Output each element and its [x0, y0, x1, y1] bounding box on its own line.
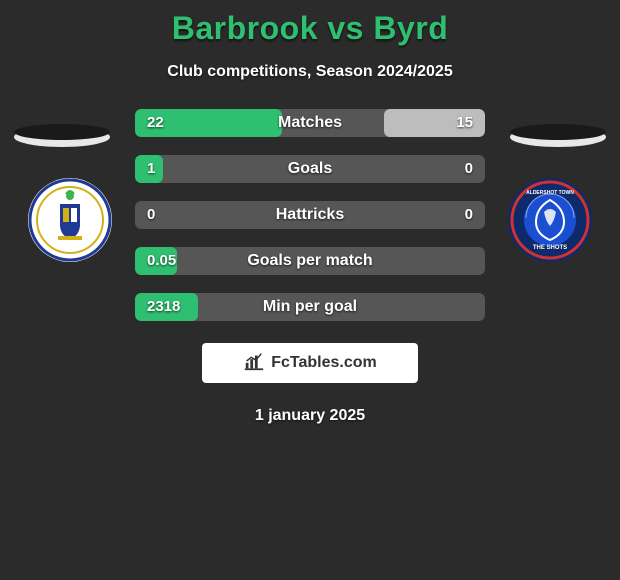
stat-label: Min per goal — [135, 293, 485, 321]
stat-row: 2215Matches — [135, 109, 485, 137]
team-badge-left — [28, 178, 112, 262]
stat-label: Matches — [135, 109, 485, 137]
stat-row: 0.05Goals per match — [135, 247, 485, 275]
stat-row: 10Goals — [135, 155, 485, 183]
subtitle: Club competitions, Season 2024/2025 — [0, 63, 620, 81]
page-title: Barbrook vs Byrd — [0, 0, 620, 47]
chart-icon — [243, 350, 265, 377]
left-shadow-ellipse — [12, 124, 112, 150]
stat-label: Goals per match — [135, 247, 485, 275]
stats-rows: 2215Matches 10Goals 00Hattricks 0.05Goals p… — [135, 109, 485, 321]
date-text: 1 january 2025 — [0, 407, 620, 425]
team-badge-right: THE SHOTS ALDERSHOT TOWN — [508, 178, 592, 262]
svg-text:ALDERSHOT TOWN: ALDERSHOT TOWN — [526, 190, 574, 196]
svg-text:THE SHOTS: THE SHOTS — [533, 245, 567, 251]
right-shadow-ellipse — [508, 124, 608, 150]
stat-row: 00Hattricks — [135, 201, 485, 229]
stat-row: 2318Min per goal — [135, 293, 485, 321]
logo-text: FcTables.com — [271, 354, 377, 372]
fctables-logo: FcTables.com — [202, 343, 418, 383]
stat-label: Hattricks — [135, 201, 485, 229]
stat-label: Goals — [135, 155, 485, 183]
